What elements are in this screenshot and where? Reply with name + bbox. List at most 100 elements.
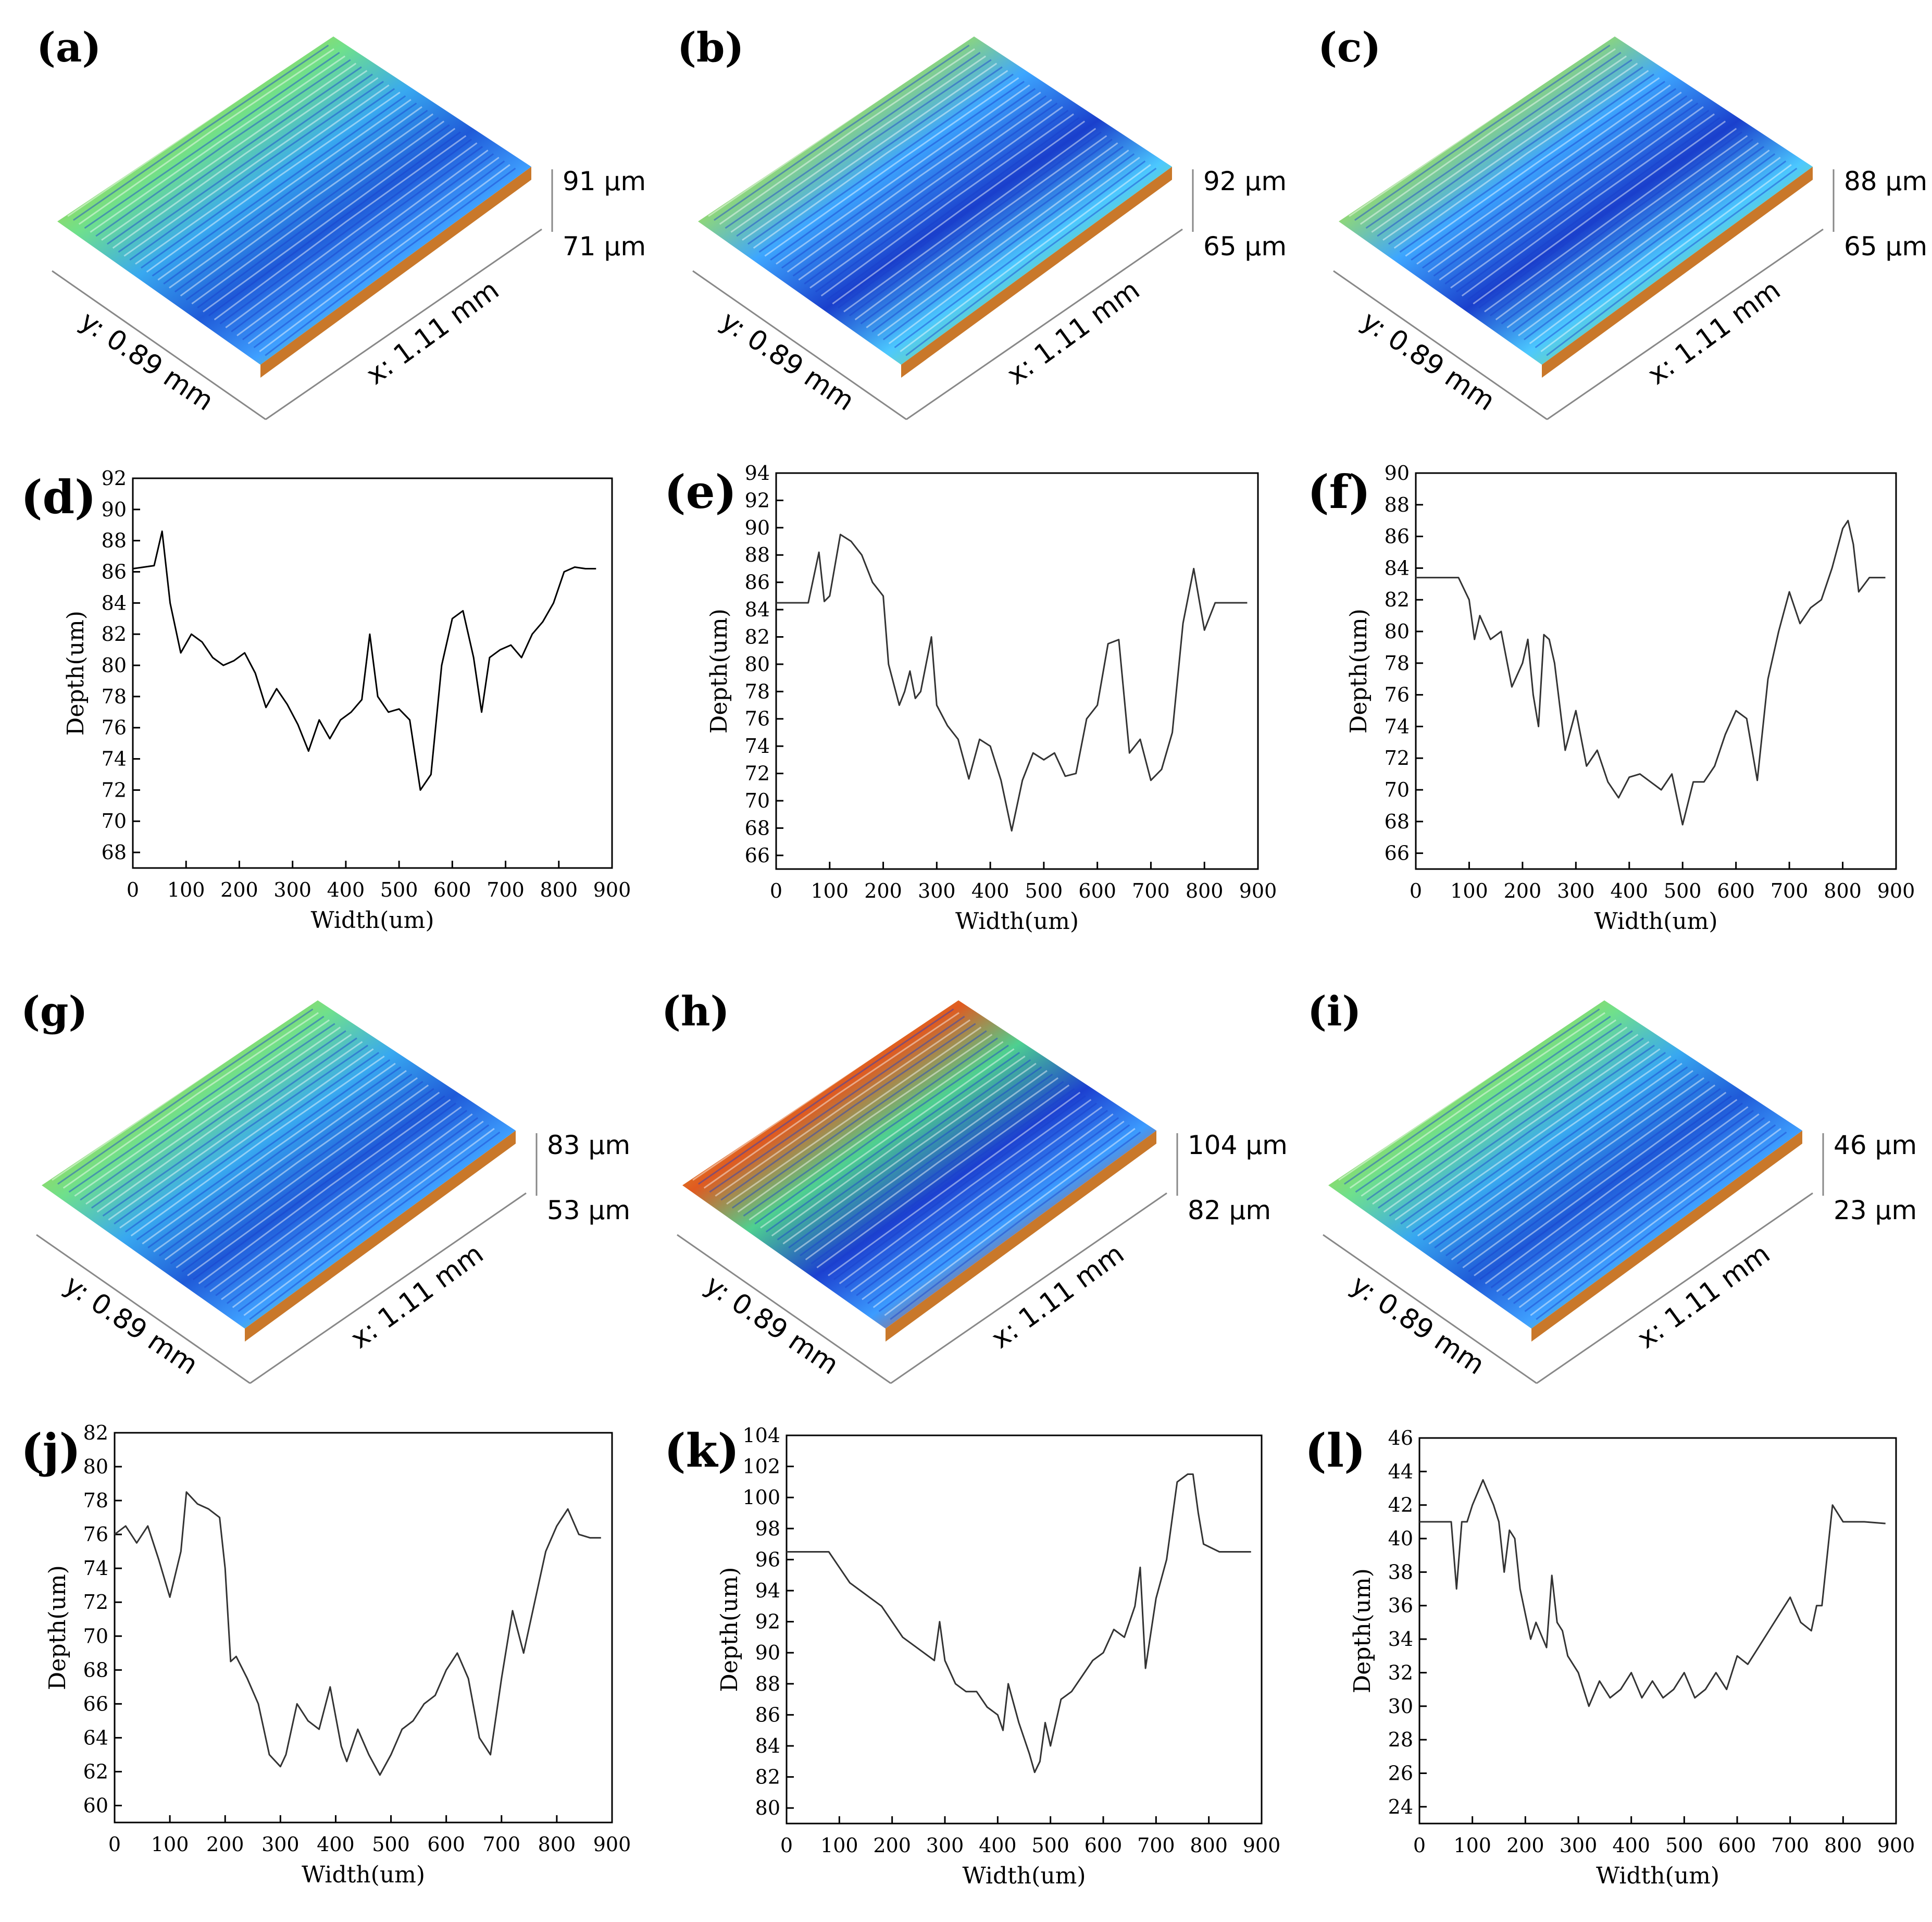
texture-line [1399,73,1654,253]
texture-line [838,124,1091,308]
x-tick-label: 900 [1239,879,1277,902]
texture-line [249,1131,501,1320]
y-tick-label: 94 [745,462,770,485]
texture-line [124,1052,380,1233]
texture-line [170,1081,423,1264]
texture-line [108,1041,363,1221]
panel-label: (l) [1305,1423,1366,1478]
x-axis-title: Width(um) [962,1863,1086,1889]
profile-chart: (k)0 100 200 300 400 500 600 700 800 900808284868… [664,1423,1280,1889]
y-tick-label: 46 [1388,1427,1413,1449]
texture-line [894,160,1146,349]
x-tick-label: 0 [770,879,782,902]
x-tick-label: 200 [206,1833,244,1856]
texture-line [726,1026,982,1205]
texture-line [890,1131,1141,1320]
texture-line [692,1005,949,1181]
z-min-label: 65 µm [1844,231,1927,262]
texture-line [737,1034,993,1213]
texture-line [147,1066,402,1249]
texture-line [826,117,1080,301]
x-ticks: 0 100 200 300 400 500 600 700 800 900 [1413,1816,1915,1857]
texture-line [85,1026,341,1205]
y-ticks: 80 82 84 86 88 90 92 94 96 98 100 102 104 [742,1424,794,1819]
texture-line [153,1070,407,1253]
x-tick-label: 900 [593,878,631,901]
z-max-label: 88 µm [1844,166,1927,196]
x-tick-label: 800 [1824,1834,1862,1857]
x-tick-label: 800 [1186,879,1224,902]
texture-line [799,1073,1053,1257]
x-tick-label: 400 [327,878,365,901]
texture-line [102,1037,357,1217]
y-tick-label: 68 [102,841,127,864]
profile-chart: (l) 0 100 200 300 400 500 600 700 800 900 24 26 28 30 3… [1305,1423,1915,1889]
texture-line [1360,48,1616,225]
x-dimension-label: x: 1.11 mm [1001,275,1145,391]
y-tick-label: 80 [755,1796,780,1819]
y-tick-label: 32 [1388,1661,1413,1684]
texture-line [197,124,450,308]
texture-line [96,1034,352,1213]
y-dimension-label: y: 0.89 mm [1356,305,1501,417]
x-tick-label: 0 [1410,879,1422,902]
x-tick-label: 600 [427,1833,465,1856]
x-axis-title: Width(um) [302,1862,425,1888]
y-tick-label: 78 [83,1489,108,1512]
y-tick-label: 88 [745,543,770,566]
y-tick-label: 66 [745,844,770,867]
x-axis-title: Width(um) [955,908,1079,935]
texture-line [158,1073,413,1257]
texture-line [106,66,362,245]
x-ticks: 0 100 200 300 400 500 600 700 800 900 [780,1816,1280,1857]
y-tick-label: 26 [1388,1762,1413,1784]
texture-line [1507,1113,1760,1300]
texture-line [90,55,346,233]
z-min-label: 71 µm [563,231,646,262]
texture-line [1535,160,1787,349]
texture-line [1389,1037,1644,1217]
texture-line [867,1117,1119,1305]
x-axis-line [1536,1192,1813,1384]
texture-line [832,120,1086,305]
y-dimension-label: y: 0.89 mm [1345,1269,1490,1381]
y-axis-line [692,270,907,420]
texture-line [1382,63,1638,241]
texture-line [1394,1041,1650,1221]
texture-line [208,131,461,317]
texture-line [243,1127,495,1316]
texture-line [753,70,1008,249]
surface-side [1542,167,1813,378]
profile-charts: (d)0 100 200 300 400 500 600 700 800 900687072747… [21,462,1915,1889]
y-tick-label: 84 [745,598,770,621]
texture-line [146,91,401,273]
texture-line [198,1099,451,1284]
texture-line [1485,1099,1738,1284]
y-tick-label: 76 [745,708,770,730]
y-tick-label: 86 [1385,525,1410,548]
texture-line [142,1062,396,1245]
y-tick-label: 76 [1385,684,1410,706]
y-tick-label: 74 [745,735,770,758]
y-tick-label: 78 [745,680,770,703]
x-tick-label: 500 [1031,1834,1069,1857]
y-axis-line [677,1234,891,1384]
y-tick-label: 72 [745,762,770,785]
y-tick-label: 74 [83,1557,108,1580]
texture-line [1518,150,1770,337]
y-tick-label: 78 [102,685,127,708]
texture-line [1355,1015,1611,1193]
texture-line [758,73,1014,253]
texture-line [1427,91,1682,273]
z-max-label: 91 µm [563,166,646,196]
y-dimension-label: y: 0.89 mm [715,305,860,417]
surface-topography [42,1000,516,1329]
depth-profile-line [114,1491,601,1776]
x-tick-label: 700 [487,878,525,901]
x-axis-line [265,228,542,420]
z-max-label: 104 µm [1188,1130,1288,1160]
depth-profile-line [132,530,596,791]
x-tick-label: 100 [167,878,205,901]
x-dimension-label: x: 1.11 mm [360,275,505,391]
texture-line [1474,1092,1727,1276]
